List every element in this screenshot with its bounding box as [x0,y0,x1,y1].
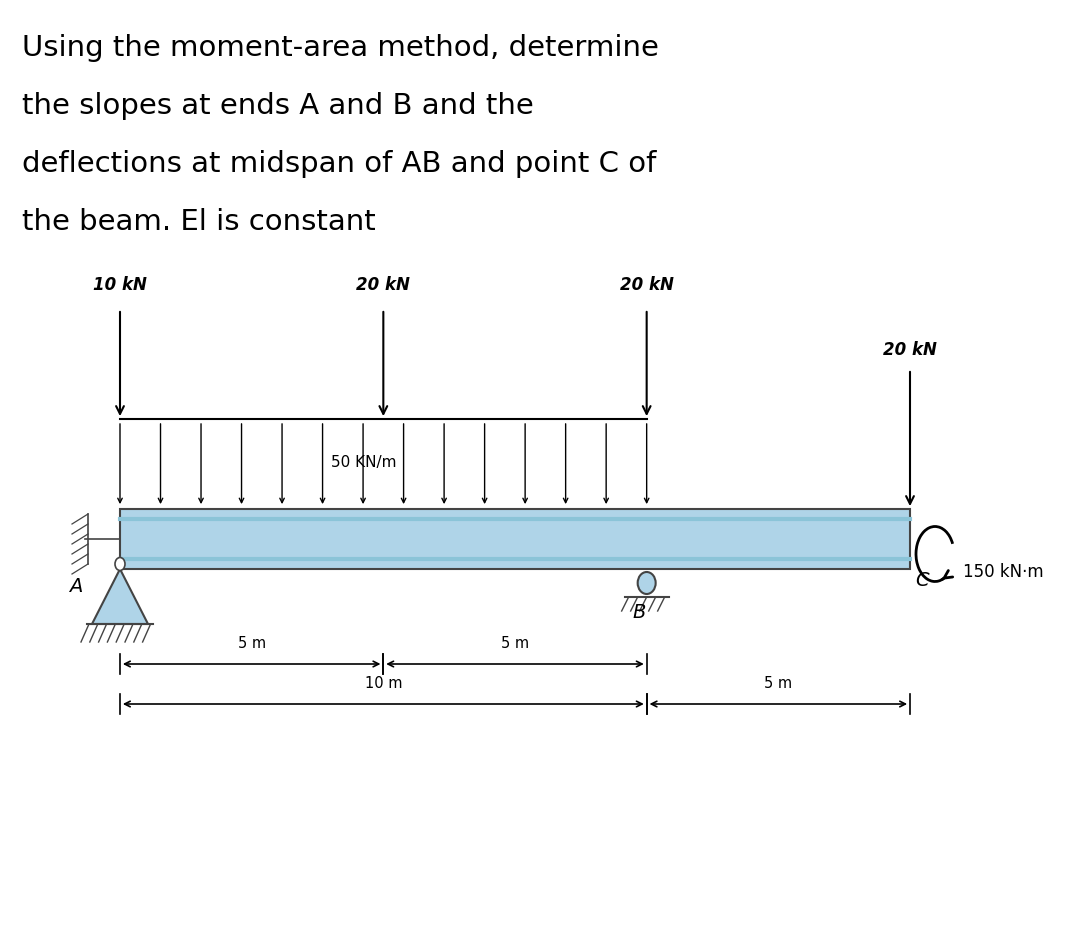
Text: C: C [915,571,929,590]
Text: the beam. El is constant: the beam. El is constant [22,208,376,236]
Text: 10 m: 10 m [365,676,402,691]
Text: 50 KN/m: 50 KN/m [330,454,396,470]
Text: 5 m: 5 m [238,636,266,651]
Ellipse shape [114,558,125,571]
Text: deflections at midspan of AB and point C of: deflections at midspan of AB and point C… [22,150,657,178]
Text: 5 m: 5 m [501,636,529,651]
Ellipse shape [637,572,656,594]
Text: 20 kN: 20 kN [883,341,937,359]
Text: 20 kN: 20 kN [620,276,674,294]
Text: 150 kN·m: 150 kN·m [963,563,1043,581]
Text: B: B [632,603,646,622]
Text: 5 m: 5 m [765,676,793,691]
Text: the slopes at ends A and B and the: the slopes at ends A and B and the [22,92,534,120]
Text: Using the moment-area method, determine: Using the moment-area method, determine [22,34,659,62]
Text: 10 kN: 10 kN [93,276,147,294]
Bar [120,509,910,569]
Polygon shape [92,569,148,624]
Text: 20 kN: 20 kN [356,276,410,294]
Text: A: A [69,577,82,596]
